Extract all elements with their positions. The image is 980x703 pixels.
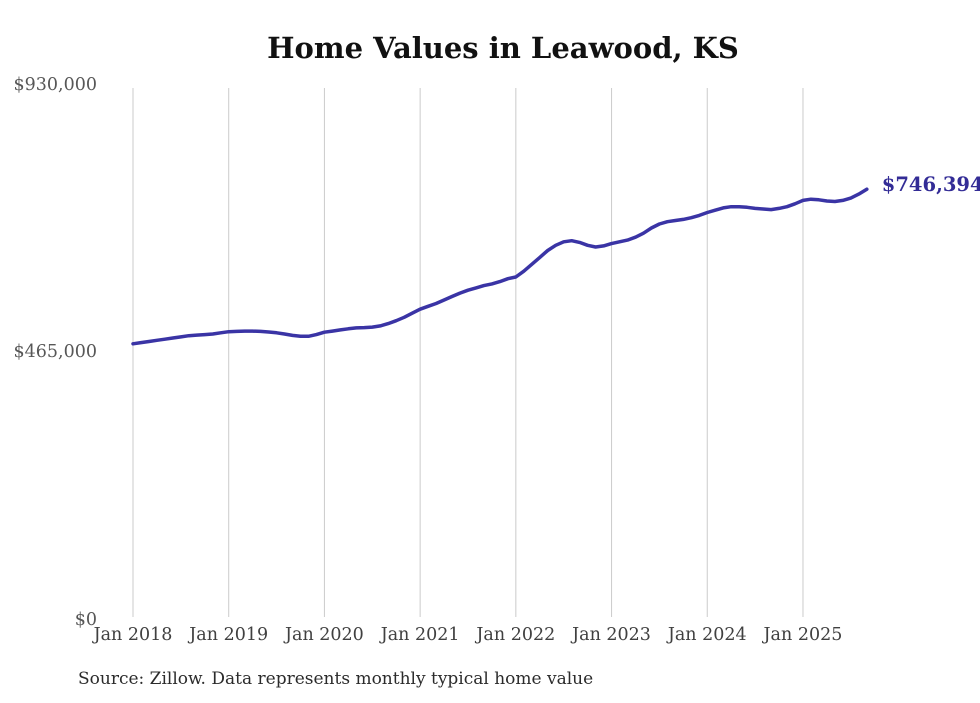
x-tick-jan-2021: Jan 2021 [379, 625, 460, 645]
x-tick-jan-2019: Jan 2019 [187, 625, 268, 645]
x-tick-jan-2023: Jan 2023 [570, 625, 651, 645]
x-axis-tick-labels: Jan 2018 Jan 2019 Jan 2020 Jan 2021 Jan 2022… [92, 625, 843, 645]
x-tick-jan-2024: Jan 2024 [666, 625, 747, 645]
y-tick-930000: $930,000 [13, 75, 97, 95]
x-tick-jan-2018: Jan 2018 [92, 625, 173, 645]
y-axis-tick-labels: $930,000 $465,000 $0 [13, 75, 97, 630]
final-value-label: $746,394 [882, 173, 980, 196]
chart-title: Home Values in Leawood, KS [267, 31, 739, 65]
home-value-line-series [131, 187, 869, 346]
y-tick-0: $0 [75, 610, 97, 630]
source-note: Source: Zillow. Data represents monthly … [78, 669, 593, 689]
x-tick-jan-2025: Jan 2025 [762, 625, 843, 645]
y-tick-465000: $465,000 [13, 342, 97, 362]
x-tick-jan-2022: Jan 2022 [474, 625, 555, 645]
x-tick-jan-2020: Jan 2020 [283, 625, 364, 645]
vertical-gridlines [132, 88, 804, 617]
